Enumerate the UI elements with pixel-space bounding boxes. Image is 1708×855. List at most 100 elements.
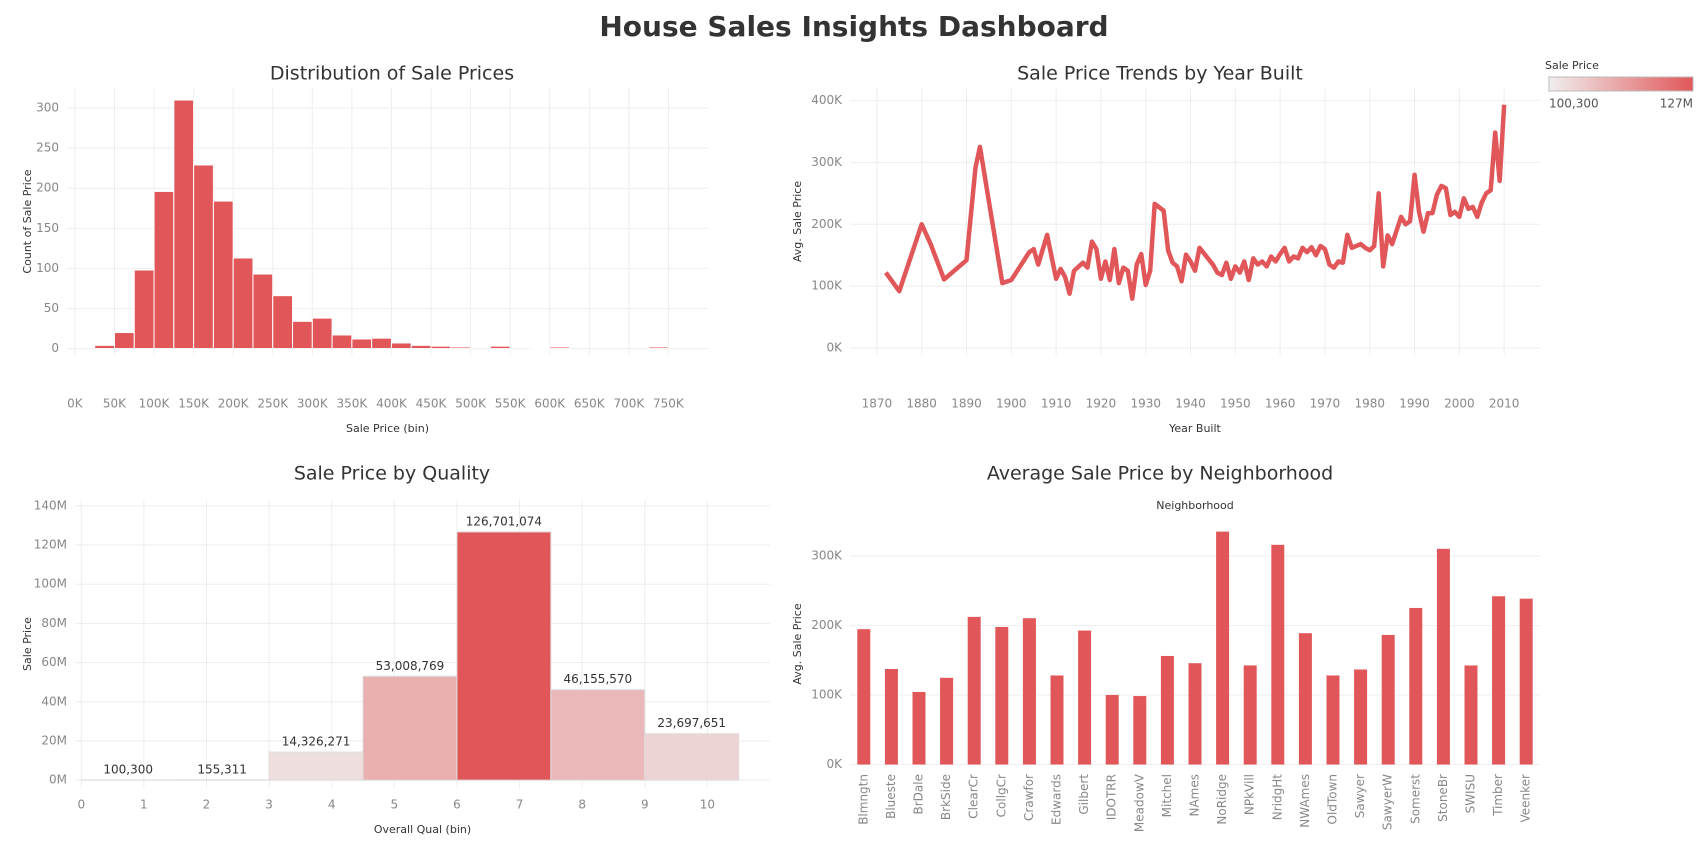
bar xyxy=(232,257,254,350)
bar xyxy=(912,691,926,765)
bar xyxy=(193,164,214,350)
bar xyxy=(1050,675,1064,765)
chart-title: Sale Price Trends by Year Built xyxy=(1017,63,1303,85)
x-tick-label: NPkVill xyxy=(1243,774,1257,815)
y-tick-label: 250 xyxy=(36,141,59,155)
x-tick-label: 2000 xyxy=(1444,397,1475,411)
x-tick-label: NridgHt xyxy=(1270,774,1284,821)
x-tick-label: 1950 xyxy=(1220,397,1251,411)
bar xyxy=(430,345,452,350)
chart-title: Average Sale Price by Neighborhood xyxy=(987,463,1333,485)
bar xyxy=(292,320,313,350)
x-tick-label: 1890 xyxy=(951,397,982,411)
bar xyxy=(1409,607,1423,765)
y-tick-label: 0K xyxy=(826,757,843,771)
chart-title: Sale Price by Quality xyxy=(294,463,490,485)
legend-min: 100,300 xyxy=(1549,97,1599,111)
x-tick-label: 1900 xyxy=(996,397,1027,411)
x-tick-label: 6 xyxy=(453,798,461,812)
x-tick-label: Veenker xyxy=(1519,774,1533,823)
x-tick-label: Crawfor xyxy=(1022,774,1036,821)
value-label: 155,311 xyxy=(197,762,247,776)
y-tick-label: 300K xyxy=(811,155,843,169)
x-tick-label: OldTown xyxy=(1326,774,1340,824)
y-tick-label: 400K xyxy=(811,93,843,107)
column-header: Neighborhood xyxy=(1156,499,1233,512)
y-tick-label: 100K xyxy=(811,688,843,702)
bar xyxy=(362,675,458,781)
x-tick-label: 250K xyxy=(257,397,289,411)
y-axis-label: Avg. Sale Price xyxy=(791,603,804,684)
y-axis-label: Avg. Sale Price xyxy=(791,181,804,262)
y-tick-label: 80M xyxy=(41,616,67,630)
bar xyxy=(113,332,135,350)
x-tick-label: 300K xyxy=(297,397,329,411)
x-tick-label: 750K xyxy=(653,397,685,411)
y-tick-label: 60M xyxy=(41,655,67,669)
bar xyxy=(272,295,294,350)
x-tick-label: NWAmes xyxy=(1298,774,1312,828)
x-tick-label: 1980 xyxy=(1354,397,1385,411)
y-tick-label: 50 xyxy=(44,301,59,315)
bar xyxy=(644,733,740,781)
y-tick-label: 0K xyxy=(826,341,843,355)
x-tick-label: 0 xyxy=(77,798,85,812)
x-tick-label: 7 xyxy=(516,798,524,812)
value-label: 46,155,570 xyxy=(563,672,632,686)
x-tick-label: 1870 xyxy=(862,397,893,411)
x-tick-label: 1880 xyxy=(906,397,937,411)
x-tick-label: BrDale xyxy=(912,774,926,814)
x-tick-label: 1930 xyxy=(1130,397,1161,411)
y-tick-label: 100K xyxy=(811,279,843,293)
x-tick-label: 1970 xyxy=(1310,397,1341,411)
y-axis-label: Count of Sale Price xyxy=(21,169,34,273)
bar xyxy=(153,190,175,350)
bar xyxy=(311,317,333,350)
y-tick-label: 100 xyxy=(36,261,59,275)
bar xyxy=(371,337,392,350)
y-tick-label: 120M xyxy=(34,538,67,552)
bar xyxy=(967,616,981,765)
bar xyxy=(648,346,669,350)
bar xyxy=(252,273,274,350)
bar xyxy=(995,627,1009,765)
bar xyxy=(212,200,234,350)
x-tick-label: NAmes xyxy=(1188,774,1202,817)
dashboard-title: House Sales Insights Dashboard xyxy=(599,10,1108,43)
x-tick-label: CollgCr xyxy=(994,774,1008,817)
y-tick-label: 140M xyxy=(34,498,67,512)
x-tick-label: 1910 xyxy=(1041,397,1072,411)
y-tick-label: 150 xyxy=(36,221,59,235)
y-tick-label: 200K xyxy=(811,217,843,231)
x-axis-label: Overall Qual (bin) xyxy=(374,823,471,836)
bar xyxy=(1160,655,1174,765)
x-tick-label: IDOTRR xyxy=(1105,774,1119,820)
bar xyxy=(133,269,155,350)
x-tick-label: 1 xyxy=(140,798,148,812)
value-label: 14,326,271 xyxy=(282,735,351,749)
y-tick-label: 20M xyxy=(41,733,67,747)
value-label: 100,300 xyxy=(103,762,153,776)
x-tick-label: 700K xyxy=(613,397,645,411)
x-tick-label: 550K xyxy=(495,397,527,411)
x-tick-label: Edwards xyxy=(1050,774,1064,825)
x-tick-label: 10 xyxy=(700,798,715,812)
x-tick-label: 1960 xyxy=(1265,397,1296,411)
y-tick-label: 40M xyxy=(41,694,67,708)
bar xyxy=(1022,618,1036,765)
x-tick-label: 150K xyxy=(178,397,210,411)
y-tick-label: 100M xyxy=(34,577,67,591)
x-tick-label: BrkSide xyxy=(939,774,953,820)
bar xyxy=(1105,694,1119,765)
y-axis-label: Sale Price xyxy=(21,617,34,671)
line xyxy=(884,104,1507,301)
y-tick-label: 300 xyxy=(36,101,59,115)
x-tick-label: 1940 xyxy=(1175,397,1206,411)
bar xyxy=(268,751,364,781)
x-tick-label: 600K xyxy=(534,397,566,411)
x-tick-label: ClearCr xyxy=(967,774,981,819)
bar xyxy=(410,344,432,350)
x-tick-label: 1920 xyxy=(1086,397,1117,411)
bar xyxy=(529,347,551,350)
